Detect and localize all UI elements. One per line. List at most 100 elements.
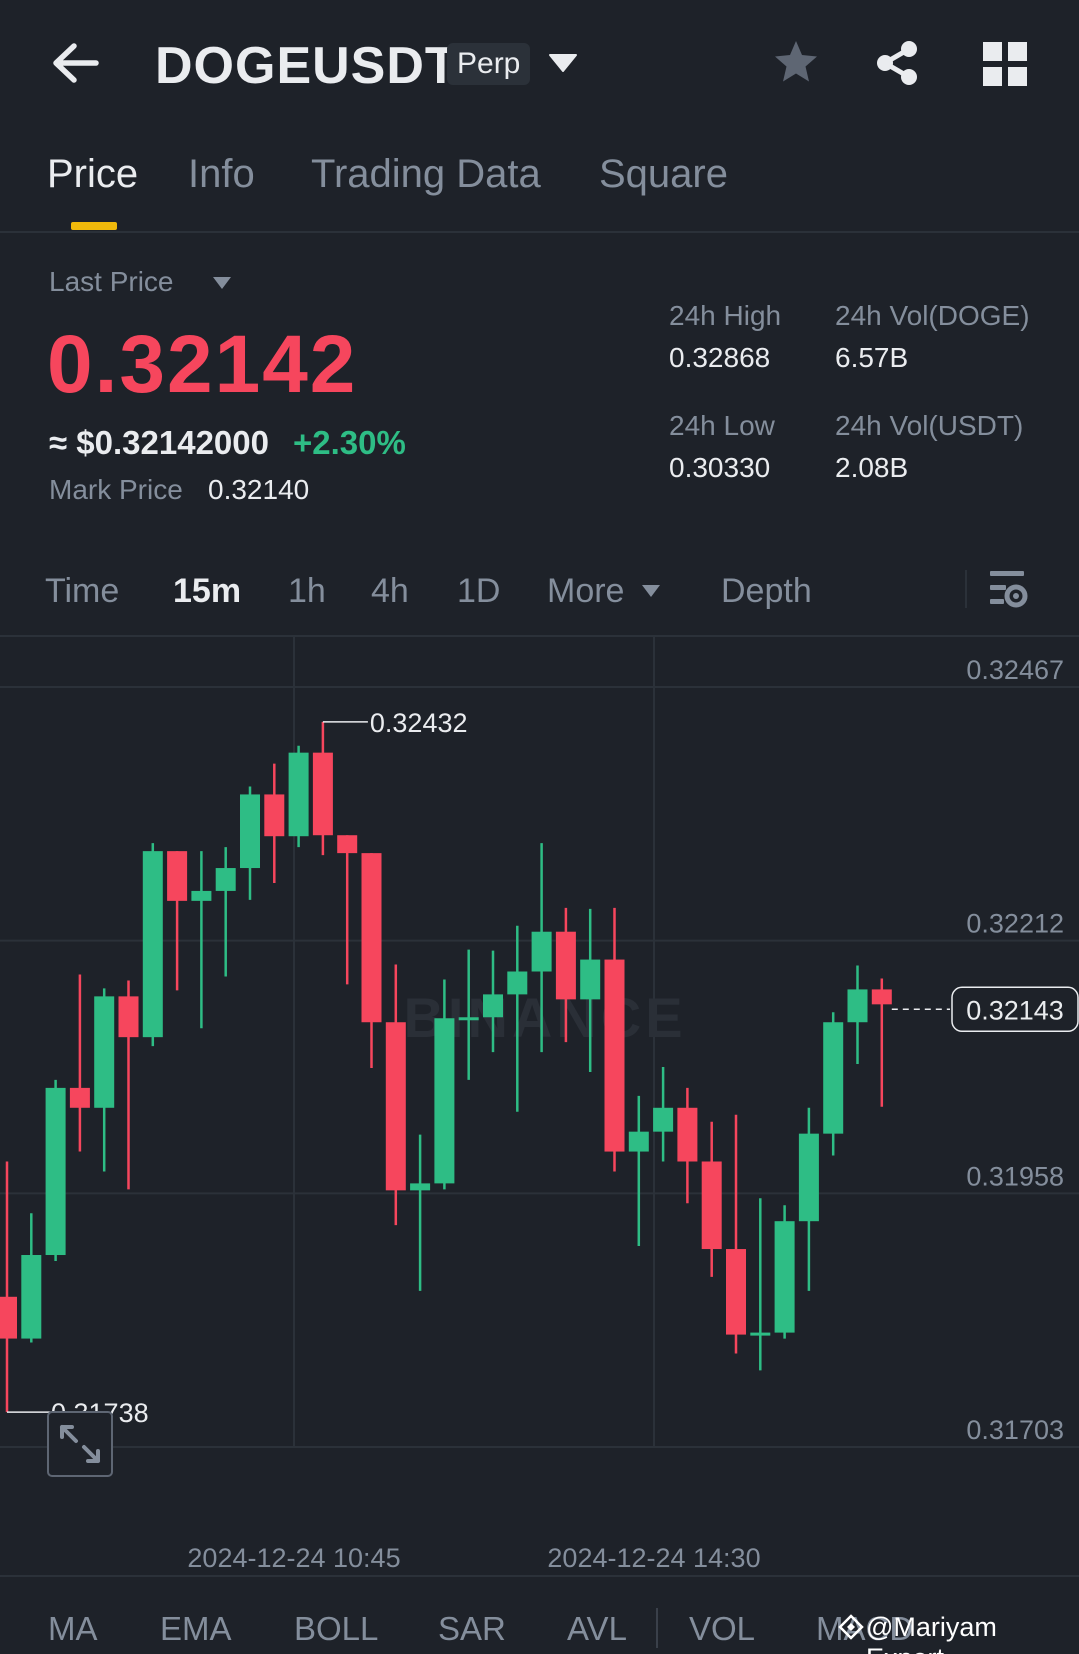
24h-vol-usdt-label: 24h Vol(USDT)	[835, 410, 1024, 441]
back-arrow-icon[interactable]	[50, 38, 100, 88]
candle-body	[215, 868, 236, 891]
x-tick-label: 2024-12-24 10:45	[187, 1543, 400, 1573]
candle-23	[555, 907, 576, 1043]
candle-12	[288, 745, 309, 848]
candle-29	[701, 1121, 722, 1277]
candle-body	[701, 1161, 722, 1250]
interval-4h[interactable]: 4h	[371, 572, 409, 610]
grid-menu-icon[interactable]	[983, 42, 1027, 86]
indicator-macd[interactable]: MACD	[816, 1610, 914, 1647]
candles	[0, 721, 892, 1413]
candle-body	[580, 959, 601, 1000]
symbol-title[interactable]: DOGEUSDT	[155, 37, 458, 95]
candle-body	[434, 1018, 455, 1184]
candle-body	[240, 794, 260, 869]
candle-body	[361, 853, 382, 1023]
tab-square[interactable]: Square	[599, 152, 728, 196]
candle-19	[458, 949, 479, 1080]
candle-10	[240, 786, 260, 900]
candle-body	[847, 989, 868, 1023]
candle-body	[410, 1183, 431, 1191]
active-tab-indicator	[71, 222, 117, 230]
tab-price[interactable]: Price	[47, 152, 139, 196]
candle-24	[580, 908, 601, 1072]
candle-31	[750, 1198, 771, 1371]
last-price-label[interactable]: Last Price	[49, 266, 174, 297]
favorite-star-icon[interactable]	[772, 38, 820, 86]
interval-time[interactable]: Time	[45, 572, 120, 610]
interval-more[interactable]: More	[547, 572, 625, 610]
candle-body	[69, 1087, 90, 1108]
candle-body	[288, 752, 309, 837]
candle-25	[604, 907, 625, 1172]
chart-settings-icon[interactable]	[988, 568, 1028, 610]
candle-18	[434, 979, 455, 1190]
perp-badge: Perp	[447, 43, 531, 85]
candle-4	[94, 988, 115, 1172]
24h-high-value: 0.32868	[669, 342, 771, 373]
indicator-sar[interactable]: SAR	[438, 1610, 506, 1647]
candle-body	[118, 996, 139, 1038]
candle-28	[677, 1087, 698, 1204]
candle-5	[118, 980, 139, 1190]
user-watermark: @Mariyam Expert	[866, 1612, 997, 1654]
expand-chart-button[interactable]	[47, 1411, 113, 1477]
candle-body	[604, 959, 625, 1152]
candle-body	[337, 835, 358, 854]
candle-body	[483, 994, 503, 1018]
indicator-avl[interactable]: AVL	[567, 1610, 627, 1647]
interval-15m[interactable]: 15m	[173, 572, 242, 610]
y-tick-label: 0.32467	[966, 655, 1064, 685]
tab-info[interactable]: Info	[188, 152, 255, 196]
candle-3	[69, 974, 90, 1152]
header: DOGEUSDT Perp	[0, 0, 1079, 130]
candle-16	[385, 964, 406, 1226]
y-tick-label: 0.32212	[966, 909, 1064, 939]
candle-body	[823, 1022, 844, 1134]
chevron-down-icon[interactable]	[212, 276, 232, 290]
indicator-vol[interactable]: VOL	[689, 1610, 756, 1647]
last-price: 0.32142	[47, 319, 358, 410]
indicator-ma[interactable]: MA	[48, 1610, 98, 1647]
24h-vol-usdt-value: 2.08B	[835, 452, 909, 483]
chevron-down-icon[interactable]	[548, 52, 578, 74]
indicator-ema[interactable]: EMA	[160, 1610, 232, 1647]
candle-22	[531, 843, 552, 1053]
chevron-down-icon[interactable]	[641, 584, 661, 598]
y-axis-labels: 0.32467 0.32212 0.31958 0.31703	[966, 655, 1064, 1445]
candle-15	[361, 853, 382, 1068]
x-axis-labels: 2024-12-24 10:45 2024-12-24 14:30	[187, 1543, 760, 1573]
candle-6	[142, 843, 163, 1047]
interval-1d[interactable]: 1D	[457, 572, 501, 610]
24h-high-label: 24h High	[669, 300, 782, 331]
candle-body	[507, 971, 528, 995]
candle-body	[385, 1022, 406, 1191]
candle-body	[21, 1255, 42, 1339]
candle-body	[750, 1332, 771, 1336]
interval-1h[interactable]: 1h	[288, 572, 326, 610]
candle-body	[0, 1296, 17, 1339]
candle-body	[555, 931, 576, 1000]
candle-35	[847, 965, 868, 1065]
approx-usd-price: ≈ $0.32142000	[49, 424, 269, 461]
depth-tab[interactable]: Depth	[721, 572, 812, 610]
divider	[656, 1608, 658, 1648]
candle-2	[45, 1079, 66, 1261]
candle-body	[653, 1107, 674, 1132]
share-icon[interactable]	[874, 40, 920, 86]
candle-body	[45, 1087, 66, 1256]
candle-8	[191, 851, 212, 1029]
candle-body	[458, 1017, 479, 1021]
candle-body	[628, 1131, 649, 1152]
indicator-boll[interactable]: BOLL	[294, 1610, 379, 1647]
tab-trading-data[interactable]: Trading Data	[311, 152, 541, 196]
y-tick-label: 0.31958	[966, 1161, 1064, 1191]
price-change-percent: +2.30%	[293, 424, 406, 461]
candle-body	[264, 794, 285, 837]
candle-0	[0, 1161, 17, 1413]
candle-9	[215, 847, 236, 977]
candle-36	[871, 978, 892, 1107]
candle-body	[531, 931, 552, 972]
